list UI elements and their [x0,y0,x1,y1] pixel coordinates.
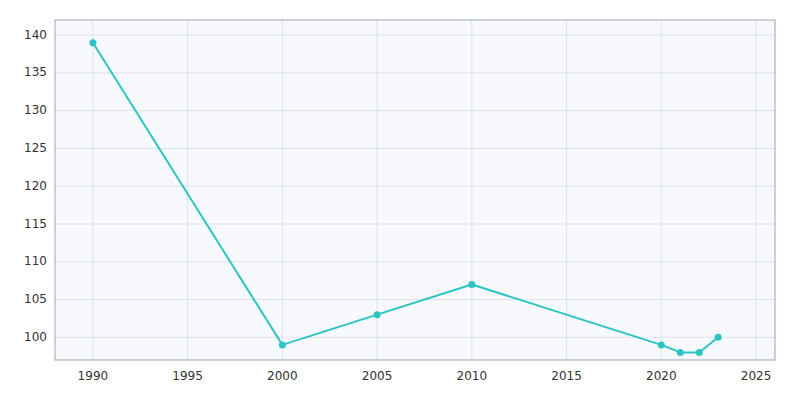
line [93,43,718,353]
y-tick-label: 110 [24,254,47,268]
y-grid-line [55,299,775,300]
y-grid-line [55,148,775,149]
x-tick-label: 1995 [172,369,203,383]
y-grid-line [55,261,775,262]
x-tick-label: 2005 [362,369,393,383]
y-tick-label: 120 [24,179,47,193]
x-grid-line [471,20,472,360]
y-grid-line [55,224,775,225]
point [468,281,475,288]
x-grid-line [92,20,93,360]
point [715,334,722,341]
x-tick-label: 2015 [551,369,582,383]
point [89,39,96,46]
x-tick-label: 2025 [741,369,772,383]
x-tick-label: 2020 [646,369,677,383]
y-tick-label: 125 [24,141,47,155]
y-tick-label: 115 [24,217,47,231]
grid [55,20,775,360]
series [89,39,721,356]
y-grid-line [55,110,775,111]
y-tick-label: 105 [24,292,47,306]
plot-background [55,20,775,360]
plot-frame [55,20,775,360]
y-grid-line [55,35,775,36]
y-grid-line [55,186,775,187]
chart-svg: 100 105 110 115 120 125 130 135 140 1990 1995 2000 2… [0,0,800,400]
x-grid-line [661,20,662,360]
axes: 100 105 110 115 120 125 130 135 140 1990 1995 2000 2… [24,28,771,383]
y-tick-label: 135 [24,65,47,79]
x-grid-line [282,20,283,360]
point [658,341,665,348]
x-grid-line [187,20,188,360]
y-tick-label: 100 [24,330,47,344]
y-grid-line [55,337,775,338]
point [279,341,286,348]
x-grid-line [756,20,757,360]
x-tick-label: 2000 [267,369,298,383]
x-tick-label: 1990 [78,369,109,383]
y-tick-label: 130 [24,103,47,117]
point [374,311,381,318]
y-tick-label: 140 [24,28,47,42]
point [696,349,703,356]
point [677,349,684,356]
chart-container: 100 105 110 115 120 125 130 135 140 1990 1995 2000 2… [0,0,800,400]
x-tick-label: 2010 [457,369,488,383]
x-grid-line [566,20,567,360]
y-grid-line [55,72,775,73]
x-grid-line [377,20,378,360]
